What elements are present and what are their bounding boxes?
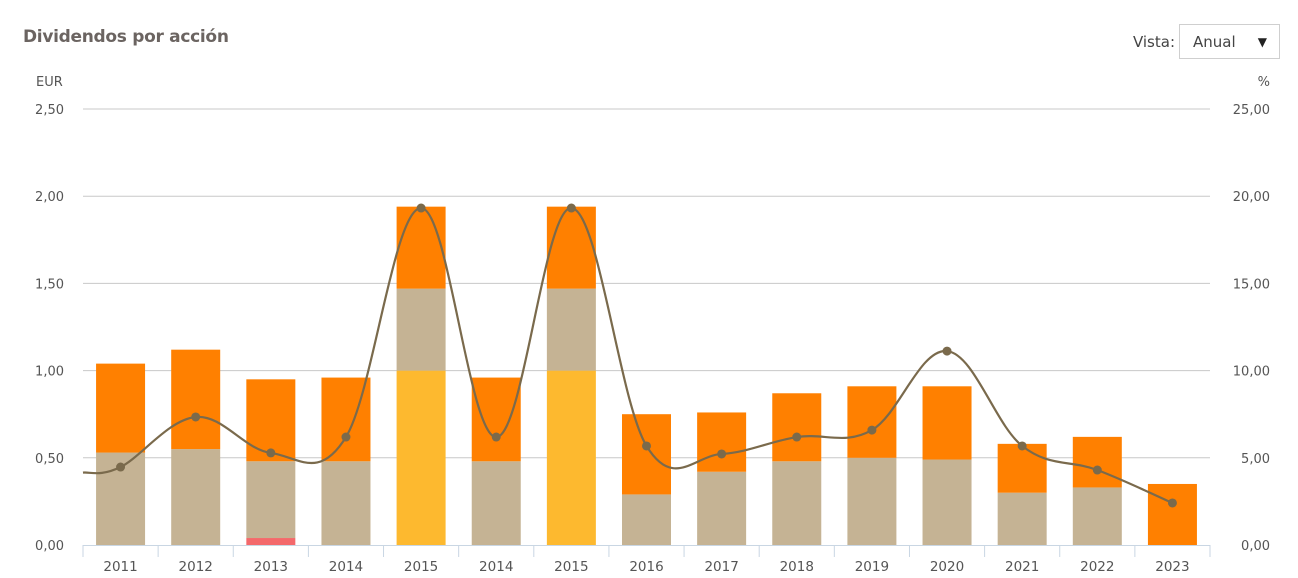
bar-segment[interactable] (96, 363, 146, 453)
x-tick-label: 2015 (404, 559, 438, 575)
bar-segment[interactable] (997, 443, 1047, 493)
x-tick-label: 2023 (1155, 559, 1189, 575)
x-tick-label: 2018 (780, 559, 814, 575)
yield-point[interactable] (792, 432, 802, 442)
bar-segment[interactable] (922, 386, 972, 460)
bar-segment[interactable] (396, 206, 446, 289)
x-tick-label: 2019 (855, 559, 889, 575)
x-tick-label: 2017 (704, 559, 738, 575)
x-axis: 2011 2012 2013 2014 2015 2014 2015 2016 2017 2018… (82, 545, 1211, 575)
bar-segment[interactable] (546, 206, 596, 289)
yield-point[interactable] (191, 412, 201, 422)
left-axis-unit: EUR (36, 75, 63, 90)
yield-point[interactable] (1092, 465, 1102, 475)
left-tick-label: 1,00 (35, 365, 64, 380)
bar-segment[interactable] (1147, 483, 1197, 545)
left-tick-label: 2,00 (35, 190, 64, 205)
chart-title: Dividendos por acción (23, 27, 229, 47)
x-tick-label: 2011 (103, 559, 137, 575)
vista-selected-value: Anual (1193, 32, 1236, 51)
x-tick-label: 2014 (329, 559, 363, 575)
dropdown-caret-icon: ▼ (1257, 34, 1267, 49)
bar-segment[interactable] (396, 370, 446, 545)
x-tick-label: 2013 (254, 559, 288, 575)
x-tick-label: 2012 (179, 559, 213, 575)
yield-point[interactable] (642, 441, 651, 451)
yield-point[interactable] (566, 203, 576, 213)
bar-segment[interactable] (1072, 436, 1122, 488)
left-tick-label: 1,50 (35, 277, 64, 292)
bar-segment[interactable] (847, 386, 897, 458)
bar-segment[interactable] (997, 492, 1047, 545)
bar-segment[interactable] (471, 461, 521, 545)
x-tick-label: 2014 (479, 559, 513, 575)
yield-line-series (82, 203, 1177, 508)
yield-point[interactable] (867, 425, 877, 435)
yield-point[interactable] (341, 432, 351, 442)
right-tick-label: 25,00 (1233, 103, 1270, 118)
bar-segment[interactable] (396, 288, 446, 371)
bar-segment[interactable] (246, 461, 296, 539)
yield-point[interactable] (491, 432, 501, 442)
bar-segment[interactable] (171, 349, 221, 450)
left-tick-label: 0,50 (35, 452, 64, 467)
left-tick-label: 2,50 (35, 103, 64, 118)
right-tick-label: 20,00 (1233, 190, 1270, 205)
x-tick-label: 2021 (1005, 559, 1039, 575)
vista-control: Vista: Anual ▼ (1133, 24, 1280, 59)
bar-segment[interactable] (321, 461, 371, 545)
yield-point[interactable] (416, 203, 426, 213)
yield-point[interactable] (116, 462, 126, 472)
bar-segment[interactable] (546, 370, 596, 545)
yield-point[interactable] (1017, 441, 1027, 451)
bar-segment[interactable] (246, 538, 296, 545)
x-tick-label: 2016 (629, 559, 663, 575)
right-axis-unit: % (1258, 75, 1270, 90)
bar-segment[interactable] (772, 461, 822, 545)
bar-segment[interactable] (171, 449, 221, 545)
vista-label: Vista: (1132, 32, 1175, 51)
left-tick-label: 0,00 (35, 539, 64, 554)
x-tick-label: 2015 (554, 559, 588, 575)
bar-series (96, 206, 1197, 545)
bar-segment[interactable] (546, 288, 596, 371)
bar-segment[interactable] (622, 414, 671, 495)
bar-segment[interactable] (922, 459, 972, 545)
bar-segment[interactable] (622, 494, 671, 545)
bar-segment[interactable] (697, 412, 747, 472)
bar-segment[interactable] (847, 457, 897, 545)
yield-point[interactable] (942, 346, 952, 356)
bar-segment[interactable] (1072, 487, 1122, 545)
right-tick-label: 15,00 (1233, 277, 1270, 292)
bar-segment[interactable] (697, 471, 747, 545)
right-tick-label: 5,00 (1241, 452, 1270, 467)
vista-select[interactable]: Anual ▼ (1179, 24, 1280, 59)
bar-segment[interactable] (772, 393, 822, 462)
right-tick-label: 10,00 (1233, 365, 1270, 380)
right-tick-label: 0,00 (1241, 539, 1270, 554)
yield-point[interactable] (266, 448, 276, 458)
yield-point[interactable] (717, 449, 727, 459)
yield-point[interactable] (1167, 498, 1177, 508)
x-tick-label: 2022 (1080, 559, 1114, 575)
bar-segment[interactable] (471, 377, 521, 462)
x-tick-label: 2020 (930, 559, 964, 575)
